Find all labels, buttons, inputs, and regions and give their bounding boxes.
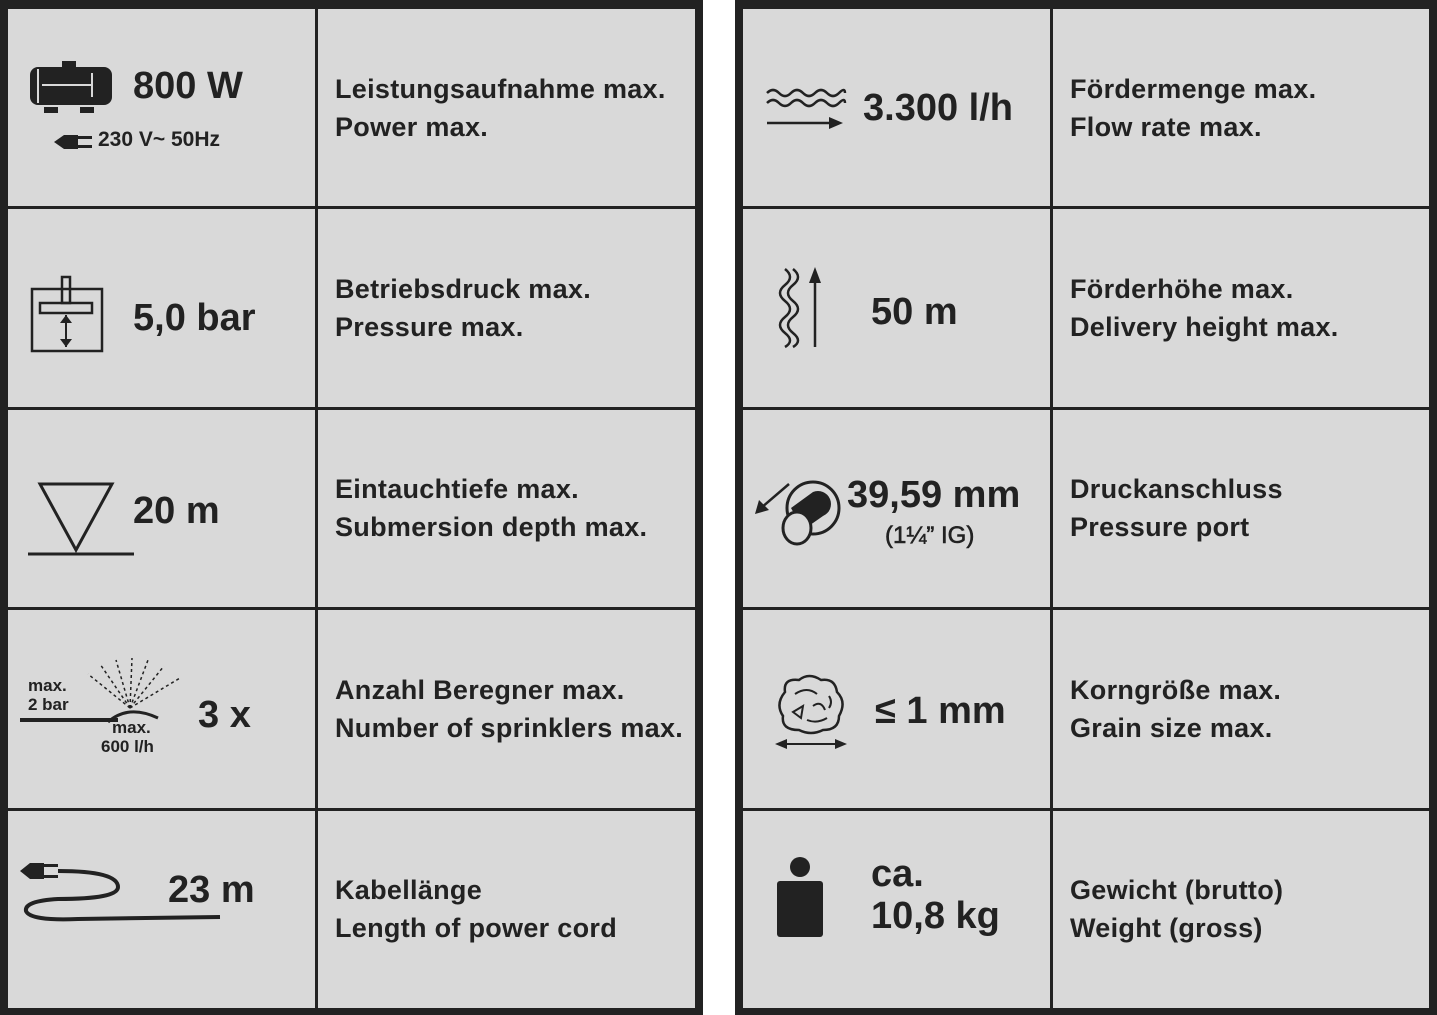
submersion-depth-icon: [28, 482, 134, 556]
spec-label-depth: Eintauchtiefe max. Submersion depth max.: [318, 409, 695, 608]
spec-icon-cell-weight: ca. 10,8 kg: [743, 810, 1050, 1008]
label-de: Gewicht (brutto): [1070, 875, 1284, 906]
flow-rate-value: 3.300 l/h: [863, 87, 1013, 129]
label-en: Grain size max.: [1070, 712, 1273, 743]
spec-label-height: Förderhöhe max. Delivery height max.: [1053, 209, 1429, 407]
label-en: Flow rate max.: [1070, 111, 1262, 142]
label-en: Pressure port: [1070, 512, 1250, 543]
spec-label-cord: Kabellänge Length of power cord: [318, 810, 695, 1008]
plug-icon: [54, 135, 92, 149]
flow-rate-icon: [766, 88, 847, 129]
sprinkler-pressure-label: max. 2 bar: [28, 676, 69, 715]
label-de: Leistungsaufnahme max.: [335, 73, 666, 104]
label-de: Eintauchtiefe max.: [335, 474, 579, 505]
sprinkler-flow-label-1: max.: [112, 718, 151, 738]
label-en: Weight (gross): [1070, 913, 1263, 944]
spec-label-flow: Fördermenge max. Flow rate max.: [1053, 9, 1429, 207]
spec-icon-cell-grain: ≤ 1 mm: [743, 610, 1050, 808]
motor-icon: [30, 61, 112, 113]
weight-prefix: ca.: [871, 852, 924, 895]
label-de: Fördermenge max.: [1070, 73, 1317, 104]
port-thread-value: (1¼” IG): [885, 521, 975, 549]
spec-icon-cell-sprinklers: max. 2 bar max. 600 l/h 3 x: [8, 610, 315, 808]
sprinkler-icon: [20, 658, 181, 724]
cord-length-value: 23 m: [168, 868, 255, 911]
depth-value: 20 m: [133, 489, 220, 532]
pressure-value: 5,0 bar: [133, 297, 256, 340]
spec-icon-cell-cord: 23 m: [8, 810, 315, 1008]
label-en: Submersion depth max.: [335, 512, 648, 543]
label-en: Power max.: [335, 111, 489, 142]
power-value: 800 W: [133, 65, 243, 107]
weight-icon: [777, 856, 823, 937]
spec-icon-cell-port: 39,59 mm (1¼” IG): [743, 409, 1050, 608]
pressure-port-icon: [755, 480, 841, 546]
spec-icon-cell-depth: 20 m: [8, 409, 315, 608]
label-de: Förderhöhe max.: [1070, 274, 1294, 305]
label-de: Anzahl Beregner max.: [335, 674, 625, 705]
sprinklers-value: 3 x: [198, 694, 251, 737]
voltage-value: 230 V~ 50Hz: [98, 128, 221, 151]
spec-label-sprinklers: Anzahl Beregner max. Number of sprinklers…: [318, 610, 695, 808]
label-en: Delivery height max.: [1070, 312, 1339, 343]
label-de: Kabellänge: [335, 875, 483, 906]
delivery-height-value: 50 m: [871, 291, 958, 334]
spec-icon-cell-pressure: 5,0 bar: [8, 209, 315, 407]
label-en: Number of sprinklers max.: [335, 712, 684, 743]
weight-value: 10,8 kg: [871, 894, 1000, 937]
label-de: Korngröße max.: [1070, 674, 1282, 705]
grain-size-value: ≤ 1 mm: [875, 690, 1006, 733]
spec-label-port: Druckanschluss Pressure port: [1053, 409, 1429, 608]
spec-icon-cell-height: 50 m: [743, 209, 1050, 407]
spec-icon-cell-power: 800 W 230 V~ 50Hz: [8, 9, 315, 207]
label-en: Length of power cord: [335, 913, 617, 944]
delivery-height-icon: [778, 267, 821, 349]
sprinkler-flow-label-2: 600 l/h: [101, 737, 154, 757]
pressure-gauge-icon: [30, 276, 104, 353]
grain-size-icon: [775, 674, 847, 750]
power-cord-icon: [20, 862, 221, 921]
label-de: Druckanschluss: [1070, 474, 1283, 505]
spec-label-pressure: Betriebsdruck max. Pressure max.: [318, 209, 695, 407]
spec-label-weight: Gewicht (brutto) Weight (gross): [1053, 810, 1429, 1008]
spec-panel-right: 3.300 l/h Fördermenge max. Flow rate max.…: [735, 0, 1437, 1015]
label-de: Betriebsdruck max.: [335, 274, 592, 305]
label-en: Pressure max.: [335, 312, 524, 343]
spec-label-power: Leistungsaufnahme max. Power max.: [318, 9, 695, 207]
port-size-value: 39,59 mm: [847, 473, 1021, 516]
spec-label-grain: Korngröße max. Grain size max.: [1053, 610, 1429, 808]
spec-panel-left: 800 W 230 V~ 50Hz Leistungsaufnahme max.…: [0, 0, 703, 1015]
spec-icon-cell-flow: 3.300 l/h: [743, 9, 1050, 207]
